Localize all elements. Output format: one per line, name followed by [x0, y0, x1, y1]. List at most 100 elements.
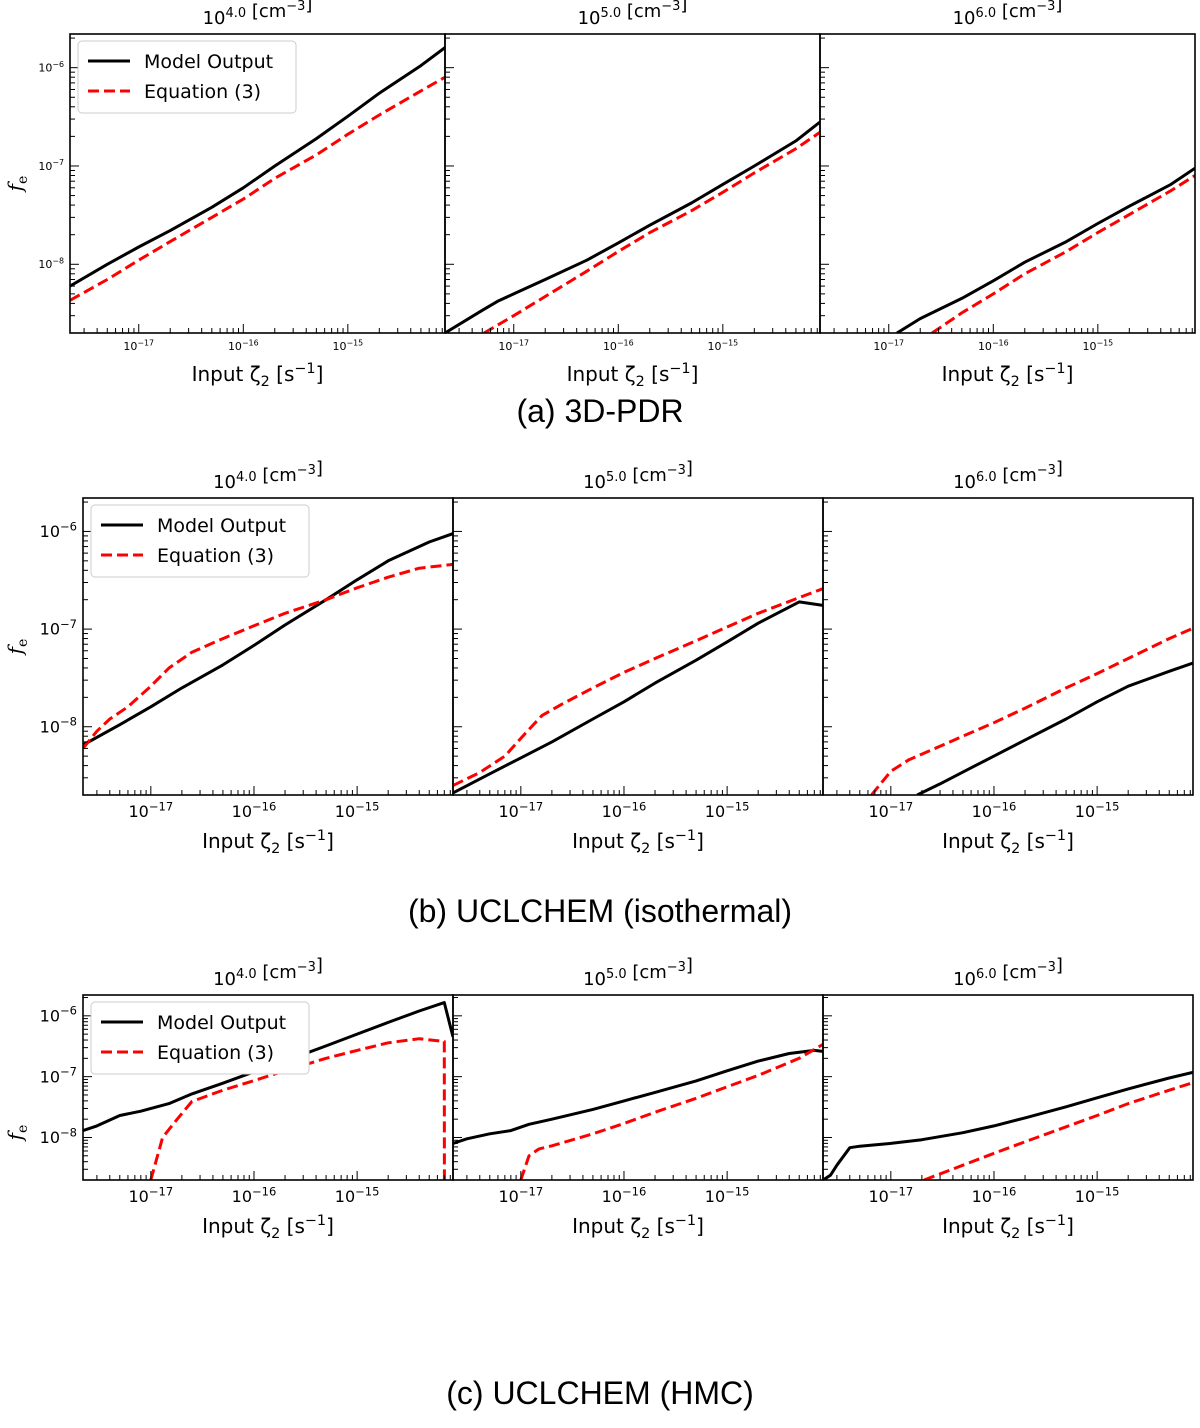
x-tick-label: 10−17 [123, 338, 154, 353]
legend-label-equation-3: Equation (3) [144, 81, 261, 103]
x-tick-label: 10−17 [128, 1184, 173, 1206]
series-line-model-output [453, 600, 823, 795]
series-line-equation-3 [923, 1081, 1193, 1180]
y-axis-label-text: fe [3, 639, 31, 657]
axes-frame [452, 994, 824, 1181]
panel-2-3: 10−17 10−16 10−15 106.0 [cm−3] Input ζ2 [s−1… [822, 458, 1194, 857]
series-line-equation-3 [483, 131, 820, 333]
x-tick-label: 10−15 [1075, 1184, 1120, 1206]
panel-title: 104.0 [cm−3] [213, 955, 323, 990]
x-axis-label: Input ζ2 [s−1] [572, 1213, 704, 1242]
x-axis-label: Input ζ2 [s−1] [567, 361, 699, 390]
x-tick-label: 10−15 [1075, 799, 1120, 821]
panel-title: 106.0 [cm−3] [953, 955, 1063, 990]
y-tick-label: 10−7 [38, 158, 64, 173]
y-tick-label: 10−6 [40, 1004, 77, 1026]
x-tick-label: 10−16 [228, 338, 259, 353]
series-line-equation-3 [70, 75, 445, 302]
axes-frame [822, 497, 1194, 796]
x-axis-label: Input ζ2 [s−1] [942, 361, 1074, 390]
axes-frame [819, 33, 1196, 334]
series-line-equation-3 [519, 1043, 823, 1180]
x-axis-label: Input ζ2 [s−1] [202, 828, 334, 857]
legend: Model Output Equation (3) [90, 504, 310, 578]
panel-1-2: 10−17 10−16 10−15 105.0 [cm−3] Input ζ2 [s−1… [444, 0, 821, 390]
y-tick-label: 10−8 [40, 1125, 77, 1147]
x-tick-label: 10−17 [498, 1184, 543, 1206]
x-tick-label: 10−15 [1082, 338, 1113, 353]
series-line-equation-3 [83, 562, 453, 750]
x-tick-label: 10−16 [232, 1184, 277, 1206]
x-axis-label: Input ζ2 [s−1] [572, 828, 704, 857]
panel-title: 104.0 [cm−3] [213, 458, 323, 493]
legend-box [90, 1001, 310, 1075]
x-tick-label: 10−15 [332, 338, 363, 353]
series-line-equation-3 [870, 626, 1193, 795]
series-line-model-output [453, 1048, 823, 1145]
legend: Model Output Equation (3) [77, 40, 297, 114]
legend-label-equation-3: Equation (3) [157, 545, 274, 567]
x-tick-label: 10−15 [705, 799, 750, 821]
y-tick-label: 10−6 [40, 519, 77, 541]
series-line-model-output [70, 46, 445, 288]
legend-label-model-output: Model Output [144, 51, 273, 73]
series-line-model-output [445, 120, 820, 333]
x-axis-label: Input ζ2 [s−1] [192, 361, 324, 390]
x-tick-label: 10−15 [705, 1184, 750, 1206]
x-tick-label: 10−17 [868, 799, 913, 821]
x-tick-label: 10−17 [128, 799, 173, 821]
chart-group-b-uclchem-isothermal: 10−17 10−16 10−15 10−8 10−7 10−6 104.0 [cm−3] I… [3, 458, 1194, 857]
panel-title: 105.0 [cm−3] [583, 955, 693, 990]
x-tick-label: 10−16 [232, 799, 277, 821]
x-tick-label: 10−15 [335, 799, 380, 821]
x-axis-label: Input ζ2 [s−1] [202, 1213, 334, 1242]
series-line-equation-3 [931, 174, 1195, 333]
x-tick-label: 10−16 [972, 1184, 1017, 1206]
panel-title: 105.0 [cm−3] [583, 458, 693, 493]
panel-3-3: 10−17 10−16 10−15 106.0 [cm−3] Input ζ2 [s−1… [822, 955, 1194, 1242]
panel-title: 105.0 [cm−3] [578, 0, 688, 29]
legend-box [77, 40, 297, 114]
caption-uclchem-hmc: (c) UCLCHEM (HMC) [446, 1375, 754, 1411]
series-line-model-output [823, 1070, 1193, 1180]
x-tick-label: 10−17 [498, 338, 529, 353]
caption-3d-pdr: (a) 3D-PDR [516, 393, 684, 429]
x-tick-label: 10−15 [707, 338, 738, 353]
series-line-model-output [896, 166, 1195, 333]
legend-label-model-output: Model Output [157, 1012, 286, 1034]
panel-3-2: 10−17 10−16 10−15 105.0 [cm−3] Input ζ2 [s−1… [452, 955, 824, 1242]
panel-title: 104.0 [cm−3] [203, 0, 313, 29]
panel-3-1: 10−17 10−16 10−15 10−8 10−7 10−6 104.0 [cm−3] I… [3, 955, 454, 1242]
y-tick-label: 10−7 [40, 617, 77, 639]
chart-group-a-3d-pdr: 10−17 10−16 10−15 10−8 10−7 10−6 104.0 [cm−3] I… [3, 0, 1196, 390]
y-tick-label: 10−6 [38, 60, 64, 75]
panel-title: 106.0 [cm−3] [953, 0, 1063, 29]
series-line-equation-3 [453, 587, 823, 787]
x-tick-label: 10−16 [978, 338, 1009, 353]
chart-group-c-uclchem-hmc: 10−17 10−16 10−15 10−8 10−7 10−6 104.0 [cm−3] I… [3, 955, 1194, 1242]
panel-2-2: 10−17 10−16 10−15 105.0 [cm−3] Input ζ2 [s−1… [452, 458, 824, 857]
panel-1-3: 10−17 10−16 10−15 106.0 [cm−3] Input ζ2 [s−1… [819, 0, 1196, 390]
series-line-model-output [916, 661, 1193, 795]
x-tick-label: 10−16 [603, 338, 634, 353]
x-tick-label: 10−17 [498, 799, 543, 821]
panel-2-1: 10−17 10−16 10−15 10−8 10−7 10−6 104.0 [cm−3] I… [3, 458, 454, 857]
y-tick-label: 10−8 [38, 257, 64, 272]
x-tick-label: 10−17 [868, 1184, 913, 1206]
legend: Model Output Equation (3) [90, 1001, 310, 1075]
y-tick-label: 10−8 [40, 715, 77, 737]
y-axis-label-text: fe [3, 1125, 31, 1143]
x-axis-label: Input ζ2 [s−1] [942, 1213, 1074, 1242]
x-tick-label: 10−17 [873, 338, 904, 353]
axes-frame [822, 994, 1194, 1181]
x-tick-label: 10−15 [335, 1184, 380, 1206]
legend-label-model-output: Model Output [157, 515, 286, 537]
x-tick-label: 10−16 [972, 799, 1017, 821]
y-axis-label: fe [3, 639, 31, 657]
axes-frame [444, 33, 821, 334]
panel-1-1: 10−17 10−16 10−15 10−8 10−7 10−6 104.0 [cm−3] I… [3, 0, 446, 390]
caption-uclchem-isothermal: (b) UCLCHEM (isothermal) [407, 893, 793, 929]
x-tick-label: 10−16 [602, 799, 647, 821]
x-axis-label: Input ζ2 [s−1] [942, 828, 1074, 857]
